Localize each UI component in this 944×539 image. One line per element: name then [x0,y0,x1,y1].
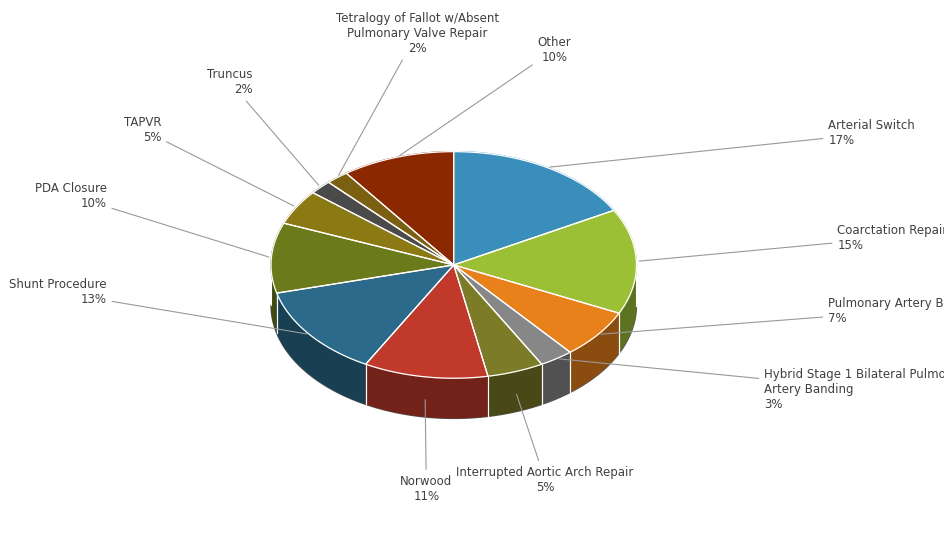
Text: Pulmonary Artery Banding
7%: Pulmonary Artery Banding 7% [601,296,944,334]
Polygon shape [329,173,454,265]
Text: PDA Closure
10%: PDA Closure 10% [35,182,269,257]
Text: TAPVR
5%: TAPVR 5% [124,116,294,206]
Text: Coarctation Repair
15%: Coarctation Repair 15% [639,224,944,261]
Polygon shape [284,193,454,265]
Polygon shape [619,265,636,354]
Polygon shape [454,265,619,354]
Polygon shape [277,265,454,333]
Polygon shape [277,265,454,333]
Polygon shape [454,265,619,352]
Polygon shape [277,265,454,364]
Text: Shunt Procedure
13%: Shunt Procedure 13% [8,278,307,334]
Text: Interrupted Aortic Arch Repair
5%: Interrupted Aortic Arch Repair 5% [456,394,633,494]
Text: Tetralogy of Fallot w/Absent
Pulmonary Valve Repair
2%: Tetralogy of Fallot w/Absent Pulmonary V… [336,12,498,175]
Polygon shape [365,265,488,378]
Polygon shape [365,265,454,404]
Polygon shape [454,265,570,364]
Text: Truncus
2%: Truncus 2% [208,68,319,185]
Polygon shape [454,210,636,313]
Polygon shape [454,265,619,354]
Polygon shape [454,265,542,404]
Polygon shape [271,265,277,333]
Text: Hybrid Stage 1 Bilateral Pulmonary
Artery Banding
3%: Hybrid Stage 1 Bilateral Pulmonary Arter… [559,359,944,411]
Polygon shape [454,265,488,417]
Polygon shape [454,151,614,265]
Polygon shape [365,364,488,418]
Text: Arterial Switch
17%: Arterial Switch 17% [549,119,915,167]
Polygon shape [454,265,542,376]
Polygon shape [454,265,542,404]
Polygon shape [542,352,570,404]
Text: Other
10%: Other 10% [399,36,571,156]
Polygon shape [454,265,570,392]
Polygon shape [271,223,454,293]
Polygon shape [454,265,570,392]
Polygon shape [365,265,454,404]
Polygon shape [313,182,454,265]
Polygon shape [454,265,488,417]
Polygon shape [277,293,365,404]
Polygon shape [488,364,542,417]
Polygon shape [346,151,454,265]
Polygon shape [570,313,619,392]
Polygon shape [271,305,636,418]
Text: Norwood
11%: Norwood 11% [400,400,452,503]
